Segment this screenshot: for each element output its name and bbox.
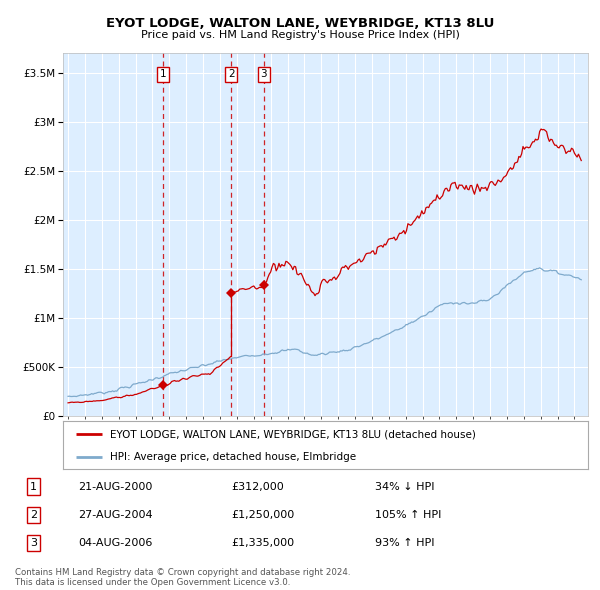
Text: 93% ↑ HPI: 93% ↑ HPI [375, 538, 434, 548]
Text: Price paid vs. HM Land Registry's House Price Index (HPI): Price paid vs. HM Land Registry's House … [140, 30, 460, 40]
Text: 2: 2 [228, 70, 235, 80]
Text: 1: 1 [160, 70, 167, 80]
Text: 3: 3 [260, 70, 267, 80]
Text: Contains HM Land Registry data © Crown copyright and database right 2024.
This d: Contains HM Land Registry data © Crown c… [15, 568, 350, 587]
Text: £1,335,000: £1,335,000 [231, 538, 294, 548]
Text: 105% ↑ HPI: 105% ↑ HPI [375, 510, 441, 520]
Text: 04-AUG-2006: 04-AUG-2006 [78, 538, 152, 548]
Text: 27-AUG-2004: 27-AUG-2004 [78, 510, 153, 520]
Text: 3: 3 [30, 538, 37, 548]
Text: EYOT LODGE, WALTON LANE, WEYBRIDGE, KT13 8LU (detached house): EYOT LODGE, WALTON LANE, WEYBRIDGE, KT13… [110, 429, 476, 439]
Text: 1: 1 [30, 481, 37, 491]
Text: HPI: Average price, detached house, Elmbridge: HPI: Average price, detached house, Elmb… [110, 452, 356, 462]
Text: EYOT LODGE, WALTON LANE, WEYBRIDGE, KT13 8LU: EYOT LODGE, WALTON LANE, WEYBRIDGE, KT13… [106, 17, 494, 30]
Text: £1,250,000: £1,250,000 [231, 510, 294, 520]
Text: 21-AUG-2000: 21-AUG-2000 [78, 481, 152, 491]
Text: 2: 2 [30, 510, 37, 520]
Text: £312,000: £312,000 [231, 481, 284, 491]
Text: 34% ↓ HPI: 34% ↓ HPI [375, 481, 434, 491]
